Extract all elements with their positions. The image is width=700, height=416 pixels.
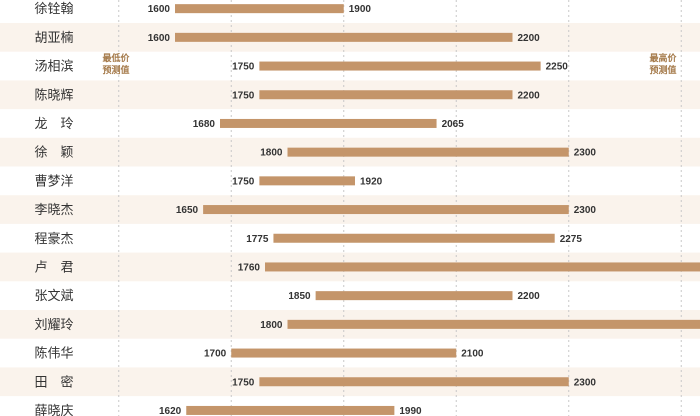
gridlines — [118, 0, 682, 416]
category-label: 程豪杰 — [34, 231, 73, 247]
category-label: 龙 玲 — [34, 117, 73, 132]
low-value-label: 1650 — [176, 205, 199, 216]
labels: 徐铨翰 1600 1900 胡亚楠 1600 2200 汤相滨 1750 2250 陈晓辉 1750… — [34, 2, 597, 416]
category-label: 胡亚楠 — [34, 31, 73, 46]
low-value-label: 1750 — [232, 377, 255, 388]
category-label: 李晓杰 — [34, 203, 73, 218]
high-value-label: 1990 — [399, 406, 422, 416]
right-label-line-2: 预测值 — [649, 64, 676, 76]
low-value-label: 1750 — [232, 62, 255, 73]
category-label: 曹梦洋 — [34, 174, 73, 189]
high-value-label: 2250 — [546, 62, 569, 73]
range-bar — [203, 205, 569, 215]
high-value-label: 2200 — [518, 90, 541, 101]
high-value-label: 1900 — [349, 4, 372, 15]
range-bar — [231, 348, 457, 358]
category-label: 汤相滨 — [34, 59, 73, 75]
category-label: 田 密 — [34, 374, 73, 390]
low-value-label: 1800 — [260, 148, 283, 159]
range-bar — [273, 233, 555, 243]
low-value-label: 1760 — [238, 262, 261, 273]
low-value-label: 1680 — [193, 119, 216, 130]
high-value-label: 2300 — [574, 377, 597, 388]
left-label-line-1: 最低价 — [102, 52, 130, 64]
high-value-label: 2200 — [518, 33, 541, 44]
bars — [175, 4, 700, 415]
high-value-label: 2065 — [442, 119, 465, 130]
low-value-label: 1750 — [232, 176, 255, 187]
range-bar — [259, 61, 541, 71]
high-value-label: 2300 — [574, 148, 597, 159]
range-bar — [265, 262, 700, 272]
high-value-label: 2300 — [574, 205, 597, 216]
range-bar — [220, 118, 437, 128]
category-label: 刘耀玲 — [34, 318, 73, 333]
range-bar — [259, 176, 355, 186]
category-label: 张文斌 — [34, 289, 73, 304]
range-bar — [287, 319, 700, 329]
right-label-line-1: 最高价 — [649, 52, 677, 64]
range-bar — [186, 405, 395, 415]
range-bar — [259, 377, 569, 387]
low-value-label: 1600 — [148, 33, 171, 44]
range-bar — [175, 4, 344, 14]
high-value-label: 2100 — [461, 349, 484, 360]
range-bar — [259, 90, 513, 100]
category-label: 陈晓辉 — [34, 87, 73, 103]
low-value-label: 1620 — [159, 406, 182, 416]
low-value-label: 1850 — [288, 291, 311, 302]
low-value-label: 1600 — [148, 4, 171, 15]
category-label: 薛晓庆 — [34, 404, 73, 416]
category-label: 陈伟华 — [34, 346, 73, 362]
high-value-label: 1920 — [360, 176, 383, 187]
range-bar — [175, 32, 513, 42]
category-label: 徐 颖 — [34, 146, 73, 161]
range-bar — [287, 147, 569, 157]
range-bar — [315, 291, 513, 301]
high-value-label: 2200 — [518, 291, 541, 302]
category-label: 卢 君 — [34, 259, 73, 275]
category-label: 徐铨翰 — [34, 2, 73, 17]
low-value-label: 1800 — [260, 320, 283, 331]
high-value-label: 2275 — [560, 234, 583, 245]
left-label-line-2: 预测值 — [102, 64, 129, 76]
low-value-label: 1750 — [232, 90, 255, 101]
low-value-label: 1700 — [204, 349, 227, 360]
low-value-label: 1775 — [246, 234, 269, 245]
